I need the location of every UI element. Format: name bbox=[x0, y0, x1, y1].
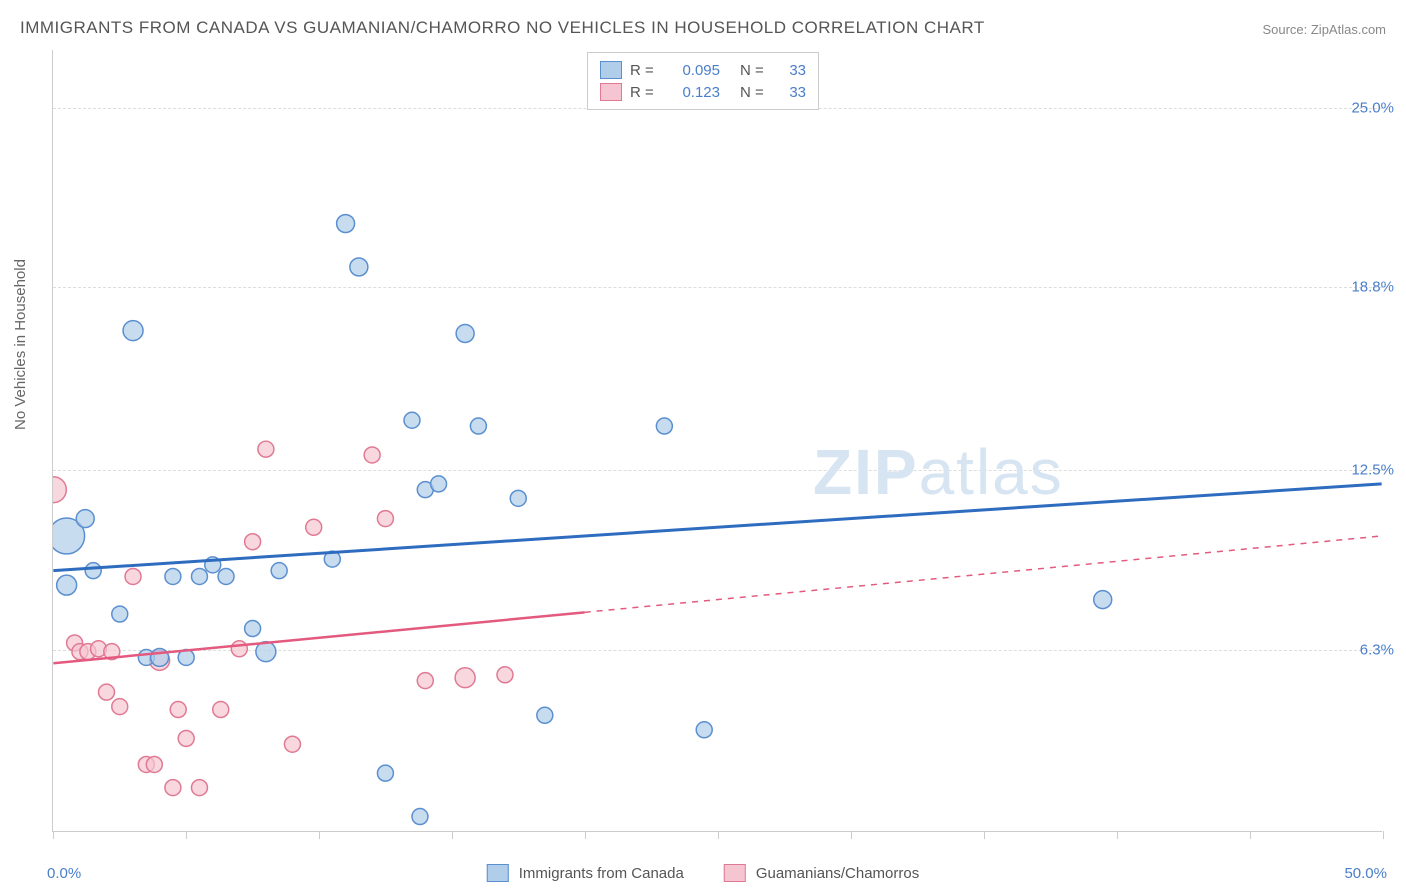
trend-line-solid bbox=[53, 612, 584, 663]
source-attribution: Source: ZipAtlas.com bbox=[1262, 22, 1386, 37]
scatter-point bbox=[456, 324, 474, 342]
trend-line-dashed bbox=[585, 536, 1382, 612]
scatter-point bbox=[112, 606, 128, 622]
scatter-point bbox=[125, 568, 141, 584]
scatter-point bbox=[218, 568, 234, 584]
scatter-point bbox=[271, 563, 287, 579]
scatter-point bbox=[191, 568, 207, 584]
scatter-point bbox=[170, 702, 186, 718]
scatter-point bbox=[364, 447, 380, 463]
chart-title: IMMIGRANTS FROM CANADA VS GUAMANIAN/CHAM… bbox=[20, 18, 985, 38]
scatter-point bbox=[470, 418, 486, 434]
scatter-point bbox=[306, 519, 322, 535]
legend-item: Immigrants from Canada bbox=[487, 864, 684, 882]
scatter-point bbox=[510, 490, 526, 506]
n-value: 33 bbox=[780, 62, 806, 79]
x-tick bbox=[53, 831, 54, 839]
scatter-point bbox=[57, 575, 77, 595]
scatter-point bbox=[412, 809, 428, 825]
scatter-point bbox=[76, 510, 94, 528]
scatter-point bbox=[53, 477, 66, 503]
x-tick-label: 0.0% bbox=[47, 865, 81, 882]
legend-label: Guamanians/Chamorros bbox=[756, 865, 919, 882]
n-value: 33 bbox=[780, 84, 806, 101]
scatter-point bbox=[258, 441, 274, 457]
scatter-point bbox=[431, 476, 447, 492]
scatter-point bbox=[151, 648, 169, 666]
r-label: R = bbox=[630, 84, 662, 101]
scatter-point bbox=[537, 707, 553, 723]
r-label: R = bbox=[630, 62, 662, 79]
scatter-point bbox=[656, 418, 672, 434]
legend-swatch bbox=[600, 61, 622, 79]
series-legend: Immigrants from Canada Guamanians/Chamorr… bbox=[487, 864, 919, 882]
scatter-point bbox=[112, 699, 128, 715]
y-axis-label: No Vehicles in Household bbox=[12, 259, 29, 430]
correlation-legend: R = 0.095 N = 33 R = 0.123 N = 33 bbox=[587, 52, 819, 110]
scatter-point bbox=[337, 215, 355, 233]
x-tick bbox=[1383, 831, 1384, 839]
trend-line-solid bbox=[53, 484, 1381, 571]
scatter-point bbox=[404, 412, 420, 428]
scatter-point bbox=[497, 667, 513, 683]
scatter-point bbox=[696, 722, 712, 738]
legend-item: Guamanians/Chamorros bbox=[724, 864, 919, 882]
scatter-point bbox=[245, 534, 261, 550]
scatter-point bbox=[178, 730, 194, 746]
legend-row: R = 0.095 N = 33 bbox=[600, 59, 806, 81]
chart-area: ZIPatlas bbox=[52, 50, 1382, 832]
scatter-point bbox=[350, 258, 368, 276]
r-value: 0.123 bbox=[670, 84, 720, 101]
scatter-point bbox=[455, 668, 475, 688]
scatter-point bbox=[213, 702, 229, 718]
legend-label: Immigrants from Canada bbox=[519, 865, 684, 882]
x-tick bbox=[186, 831, 187, 839]
scatter-point bbox=[191, 780, 207, 796]
scatter-point bbox=[231, 641, 247, 657]
x-tick bbox=[1250, 831, 1251, 839]
r-value: 0.095 bbox=[670, 62, 720, 79]
x-tick bbox=[851, 831, 852, 839]
x-tick bbox=[585, 831, 586, 839]
scatter-point bbox=[146, 756, 162, 772]
scatter-point bbox=[245, 621, 261, 637]
plot-svg bbox=[53, 50, 1382, 831]
scatter-point bbox=[284, 736, 300, 752]
scatter-point bbox=[417, 673, 433, 689]
x-tick-label: 50.0% bbox=[1332, 865, 1387, 882]
n-label: N = bbox=[740, 84, 772, 101]
scatter-point bbox=[165, 780, 181, 796]
scatter-point bbox=[123, 321, 143, 341]
scatter-point bbox=[377, 765, 393, 781]
scatter-point bbox=[377, 511, 393, 527]
scatter-point bbox=[98, 684, 114, 700]
scatter-point bbox=[165, 568, 181, 584]
x-tick bbox=[452, 831, 453, 839]
scatter-point bbox=[85, 563, 101, 579]
x-tick bbox=[319, 831, 320, 839]
legend-swatch bbox=[600, 83, 622, 101]
legend-row: R = 0.123 N = 33 bbox=[600, 81, 806, 103]
n-label: N = bbox=[740, 62, 772, 79]
scatter-point bbox=[1094, 591, 1112, 609]
x-tick bbox=[1117, 831, 1118, 839]
legend-swatch bbox=[724, 864, 746, 882]
x-tick bbox=[984, 831, 985, 839]
legend-swatch bbox=[487, 864, 509, 882]
x-tick bbox=[718, 831, 719, 839]
plot-region: ZIPatlas bbox=[52, 50, 1382, 832]
